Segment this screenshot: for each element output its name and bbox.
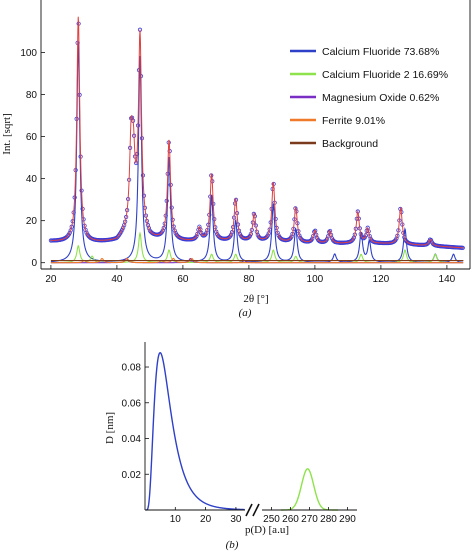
- size-distribution-chart: 10 20 30 250 260 270 280 290 0.02 0.04 0.06 0.08 p…: [104, 342, 357, 551]
- x-tick-label: 20: [45, 274, 57, 285]
- b-y-tick-label: 0.06: [122, 398, 142, 409]
- legend-label: Calcium Fluoride 73.68%: [322, 46, 439, 58]
- b-y-axis-label: D [nm]: [104, 412, 116, 444]
- observed-point: [120, 227, 125, 233]
- observed-point: [194, 234, 199, 239]
- x-tick-label: 40: [111, 274, 123, 285]
- legend-label: Magnesium Oxide 0.62%: [322, 92, 439, 104]
- b-x-ticks: 10 20 30 250 260 270 280 290: [170, 507, 356, 525]
- b-y-ticks: 0.02 0.04 0.06 0.08: [122, 363, 149, 481]
- y-tick-label: 100: [20, 48, 37, 59]
- phase-curves: [50, 16, 464, 264]
- x-axis-label: 2θ [°]: [243, 293, 268, 305]
- legend-label: Background: [322, 138, 378, 150]
- distribution-curve-1: [281, 468, 338, 511]
- b-x-tick-label: 250: [263, 514, 280, 525]
- legend: Calcium Fluoride 73.68% Calcium Fluoride …: [278, 34, 464, 154]
- observed-point: [67, 230, 72, 235]
- observed-point: [349, 238, 354, 243]
- fit-line: [50, 16, 464, 249]
- x-tick-label: 80: [243, 274, 255, 285]
- observed-point: [424, 241, 430, 247]
- y-ticks: 0 20 40 60 80 100: [20, 48, 45, 269]
- observed-point: [287, 237, 292, 242]
- observed-point: [247, 233, 252, 239]
- observed-point: [246, 235, 251, 240]
- observed-point: [265, 233, 270, 238]
- observed-point: [158, 231, 163, 236]
- legend-label: Ferrite 9.01%: [322, 115, 385, 127]
- x-tick-label: 60: [177, 274, 189, 285]
- y-tick-label: 0: [31, 258, 37, 269]
- caption-b: (b): [226, 539, 239, 551]
- x-tick-label: 120: [373, 274, 390, 285]
- axis-break-mark: [245, 503, 260, 517]
- observed-point: [362, 235, 367, 240]
- b-x-tick-label: 30: [230, 514, 242, 525]
- observed-point: [146, 226, 152, 231]
- b-x-tick-label: 270: [301, 514, 318, 525]
- x-tick-label: 100: [307, 274, 324, 285]
- b-y-tick-label: 0.04: [122, 434, 142, 445]
- series-line-3: [50, 257, 464, 264]
- b-x-tick-label: 20: [200, 514, 212, 525]
- b-y-tick-label: 0.02: [122, 470, 142, 481]
- x-ticks: 20 40 60 80 100 120 140: [45, 265, 456, 285]
- xrd-chart: 20 40 60 80 100 120 140 0 20 40 60 80 100 2θ [°] In…: [1, 0, 471, 319]
- b-x-tick-label: 280: [320, 514, 337, 525]
- observed-point: [160, 228, 165, 233]
- y-tick-label: 40: [26, 174, 38, 185]
- x-tick-label: 140: [439, 274, 456, 285]
- caption-a: (a): [239, 307, 252, 319]
- b-x-tick-label: 260: [282, 514, 299, 525]
- observed-point: [227, 235, 232, 240]
- legend-label: Calcium Fluoride 2 16.69%: [322, 69, 448, 81]
- b-x-tick-label: 290: [339, 514, 356, 525]
- y-tick-label: 60: [26, 132, 38, 143]
- y-tick-label: 80: [26, 90, 38, 101]
- distribution-curves: [146, 351, 338, 511]
- b-y-tick-label: 0.08: [122, 363, 142, 374]
- b-x-axis-label: p(D) [a.u]: [245, 524, 289, 536]
- distribution-curve-0: [146, 351, 245, 511]
- y-tick-label: 20: [26, 216, 38, 227]
- y-axis-label: Int. [sqrt]: [1, 113, 13, 155]
- observed-point: [392, 239, 397, 244]
- b-x-tick-label: 10: [170, 514, 182, 525]
